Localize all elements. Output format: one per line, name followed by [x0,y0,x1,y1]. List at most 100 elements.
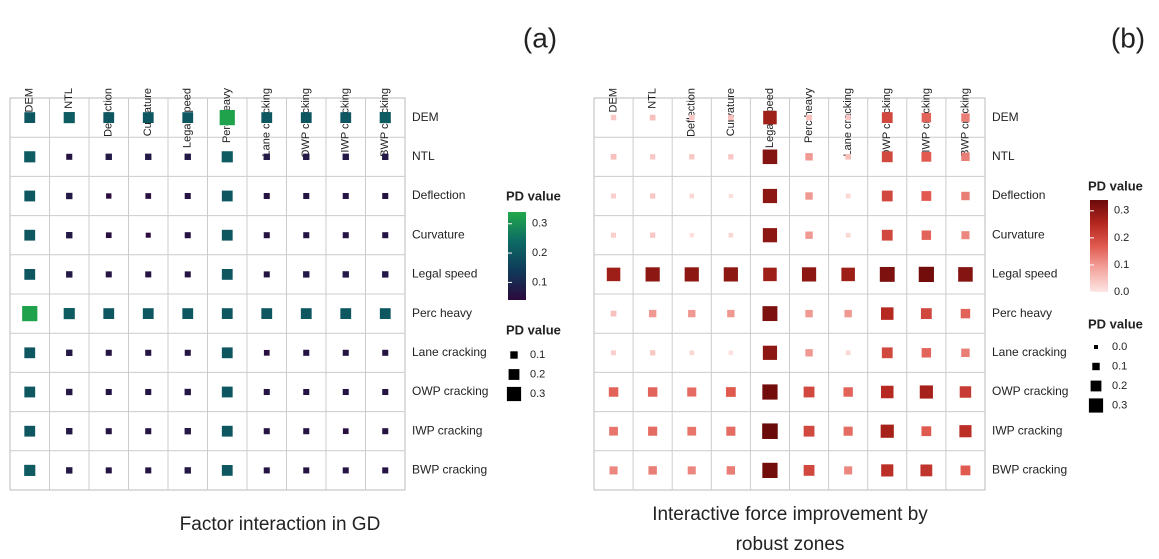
cell-square [300,112,312,123]
color-bar-label: 0.3 [532,218,547,230]
column-label: Deflection [686,88,698,137]
cell-square [382,232,389,239]
cell-square [881,112,893,123]
cell-square [379,308,391,319]
cell-square [182,112,194,123]
cell-square [803,425,815,437]
color-bar-label: 0.1 [1114,259,1129,271]
cell-square [881,229,893,241]
row-label: Legal speed [992,267,1057,281]
row-label: DEM [412,110,439,124]
row-label: OWP cracking [992,384,1068,398]
cell-square [184,192,191,200]
cell-square [728,154,734,160]
size-legend-square [1092,362,1100,371]
cell-square [958,267,973,282]
row-label: Curvature [412,227,465,241]
cell-square [689,350,695,356]
cell-square [382,428,389,435]
color-bar-label: 0.1 [532,276,547,288]
cell-square [66,467,73,474]
cell-square [184,271,191,278]
cell-square [841,267,855,282]
cell-square [762,228,778,243]
cell-square [145,467,152,474]
cell-square [66,271,73,278]
cell-square [303,153,310,160]
cell-square [606,267,621,282]
cell-square [805,349,813,357]
cell-square [221,190,233,202]
cell-square [689,154,695,160]
color-bar [1090,200,1108,292]
color-legend-title: PD value [1088,178,1143,193]
cell-square [340,112,352,123]
cell-square [382,271,389,278]
cell-square [725,387,736,397]
cell-square [24,347,36,359]
size-legend-label: 0.2 [530,368,545,380]
column-label: OWP cracking [300,88,312,158]
column-label: OWP cracking [881,88,893,158]
cell-square [342,467,349,474]
cell-square [611,232,617,238]
cell-square [609,426,618,436]
size-legend-title: PD value [1088,316,1143,331]
size-legend-label: 0.2 [1112,380,1127,392]
cell-square [219,109,235,126]
cell-square [844,466,853,475]
caption: Interactive force improvement by [652,504,928,525]
color-bar-label: 0.3 [1114,205,1129,217]
cell-square [221,425,233,437]
caption: Factor interaction in GD [180,514,381,535]
size-legend-square [1090,380,1102,392]
cell-square [881,347,893,359]
cell-square [881,385,894,399]
cell-square [728,232,734,238]
row-label: DEM [992,110,1019,124]
cell-square [845,232,851,238]
cell-square [687,466,696,475]
cell-square [105,153,112,160]
cell-square [382,388,389,396]
cell-square [66,232,73,239]
cell-square [689,114,695,121]
cell-square [105,271,112,278]
cell-square [921,230,932,240]
column-label: DEM [607,88,619,112]
cell-square [728,193,734,199]
column-label: DEM [24,88,36,112]
cell-square [145,428,152,435]
cell-square [918,266,934,283]
cell-square [805,309,813,318]
cell-square [920,308,932,319]
cell-square [24,269,36,280]
cell-square [845,350,851,356]
cell-square [22,305,38,322]
cell-square [648,426,658,436]
cell-square [342,271,349,278]
cell-square [880,424,894,438]
size-legend-label: 0.3 [530,388,545,400]
row-label: NTL [992,149,1015,163]
cell-square [303,271,310,278]
cell-square [610,310,617,317]
cell-square [379,112,391,124]
cell-square [959,386,972,398]
cell-square [142,112,154,123]
cell-square [263,232,270,239]
cell-square [843,426,853,436]
cell-square [24,425,36,437]
color-bar [508,212,526,300]
cell-square [881,307,894,320]
size-legend-square [1094,345,1098,349]
cell-square [961,231,970,240]
cell-square [610,153,617,160]
cell-square [342,232,349,239]
size-legend-label: 0.1 [530,349,545,361]
cell-square [845,193,851,199]
cell-square [221,269,233,280]
cell-square [689,193,695,199]
cell-square [648,466,657,475]
